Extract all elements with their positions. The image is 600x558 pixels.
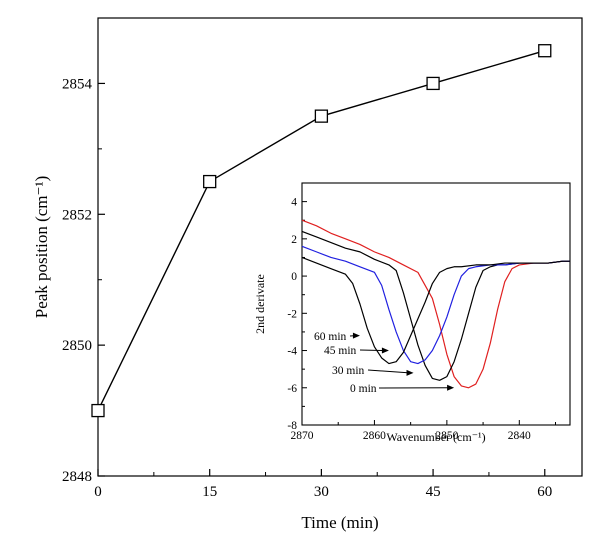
- inset-annotation-label: 45 min: [324, 345, 357, 357]
- inset-annotation-arrowhead: [406, 369, 414, 376]
- inset-annotation-arrow: [359, 349, 385, 352]
- main-data-point: [314, 109, 329, 123]
- inset-series-line: [301, 245, 570, 365]
- main-y-axis-label: Peak position (cm⁻¹): [32, 176, 51, 319]
- inset-y-axis-label: 2nd derivate: [253, 274, 267, 334]
- inset-y-tick-label: 0: [291, 271, 297, 283]
- main-data-point: [538, 44, 552, 58]
- inset-annotation-label: 30 min: [332, 365, 365, 377]
- inset-annotation-arrowhead: [352, 332, 360, 339]
- inset-annotation-arrowhead: [447, 384, 455, 391]
- main-y-tick-label: 2850: [62, 338, 92, 354]
- inset-y-tick-label: -6: [287, 383, 297, 395]
- inset-annotation-label: 60 min: [314, 331, 347, 343]
- main-axis-ticks: 0 15 30 45 60 2848 2850 2852 2854: [62, 76, 552, 500]
- main-x-tick-label: 45: [426, 484, 441, 500]
- inset-series-line: [301, 219, 570, 389]
- inset-y-tick-label: 2: [291, 234, 297, 246]
- inset-annotation-arrowhead: [381, 347, 389, 354]
- inset-axis-ticks: 2870 2860 2850 2840 -8 -6 -4 -2 0 2 4: [287, 197, 557, 442]
- main-x-tick-label: 60: [537, 484, 552, 500]
- main-x-tick-label: 15: [202, 484, 217, 500]
- main-chart: 0 15 30 45 60 2848 2850 2852 2854 Time (min) Pea…: [32, 17, 583, 532]
- inset-y-tick-label: -8: [287, 420, 297, 432]
- main-x-tick-label: 30: [314, 484, 329, 500]
- inset-y-tick-label: -4: [287, 346, 297, 358]
- inset-annotation-label: 0 min: [350, 383, 377, 395]
- inset-x-tick-label: 2870: [291, 430, 314, 442]
- main-x-tick-label: 0: [94, 484, 102, 500]
- main-y-tick-label: 2854: [62, 76, 93, 92]
- main-y-tick-label: 2848: [62, 469, 92, 485]
- main-data-point: [426, 76, 440, 91]
- inset-chart: 2870 2860 2850 2840 -8 -6 -4 -2 0 2 4 60 min 45 min…: [253, 182, 571, 444]
- inset-y-tick-label: -2: [287, 308, 297, 320]
- inset-y-tick-label: 4: [291, 197, 297, 209]
- main-x-axis-label: Time (min): [301, 513, 378, 532]
- main-y-tick-label: 2852: [62, 207, 92, 223]
- inset-plot-frame: [301, 182, 571, 426]
- inset-series: [301, 219, 570, 389]
- main-plot-frame: [97, 17, 583, 477]
- inset-x-tick-label: 2840: [508, 430, 531, 442]
- main-series: [91, 44, 552, 418]
- main-data-point: [91, 403, 105, 418]
- main-data-point: [203, 174, 217, 189]
- inset-x-tick-label: 2850: [435, 430, 458, 442]
- inset-series-line: [301, 256, 570, 365]
- inset-annotations: 60 min 45 min 30 min 0 min: [314, 331, 455, 395]
- inset-annotation-arrow: [367, 369, 410, 374]
- inset-x-axis-label: Wavenumber (cm⁻¹): [386, 430, 485, 444]
- inset-x-tick-label: 2860: [363, 430, 386, 442]
